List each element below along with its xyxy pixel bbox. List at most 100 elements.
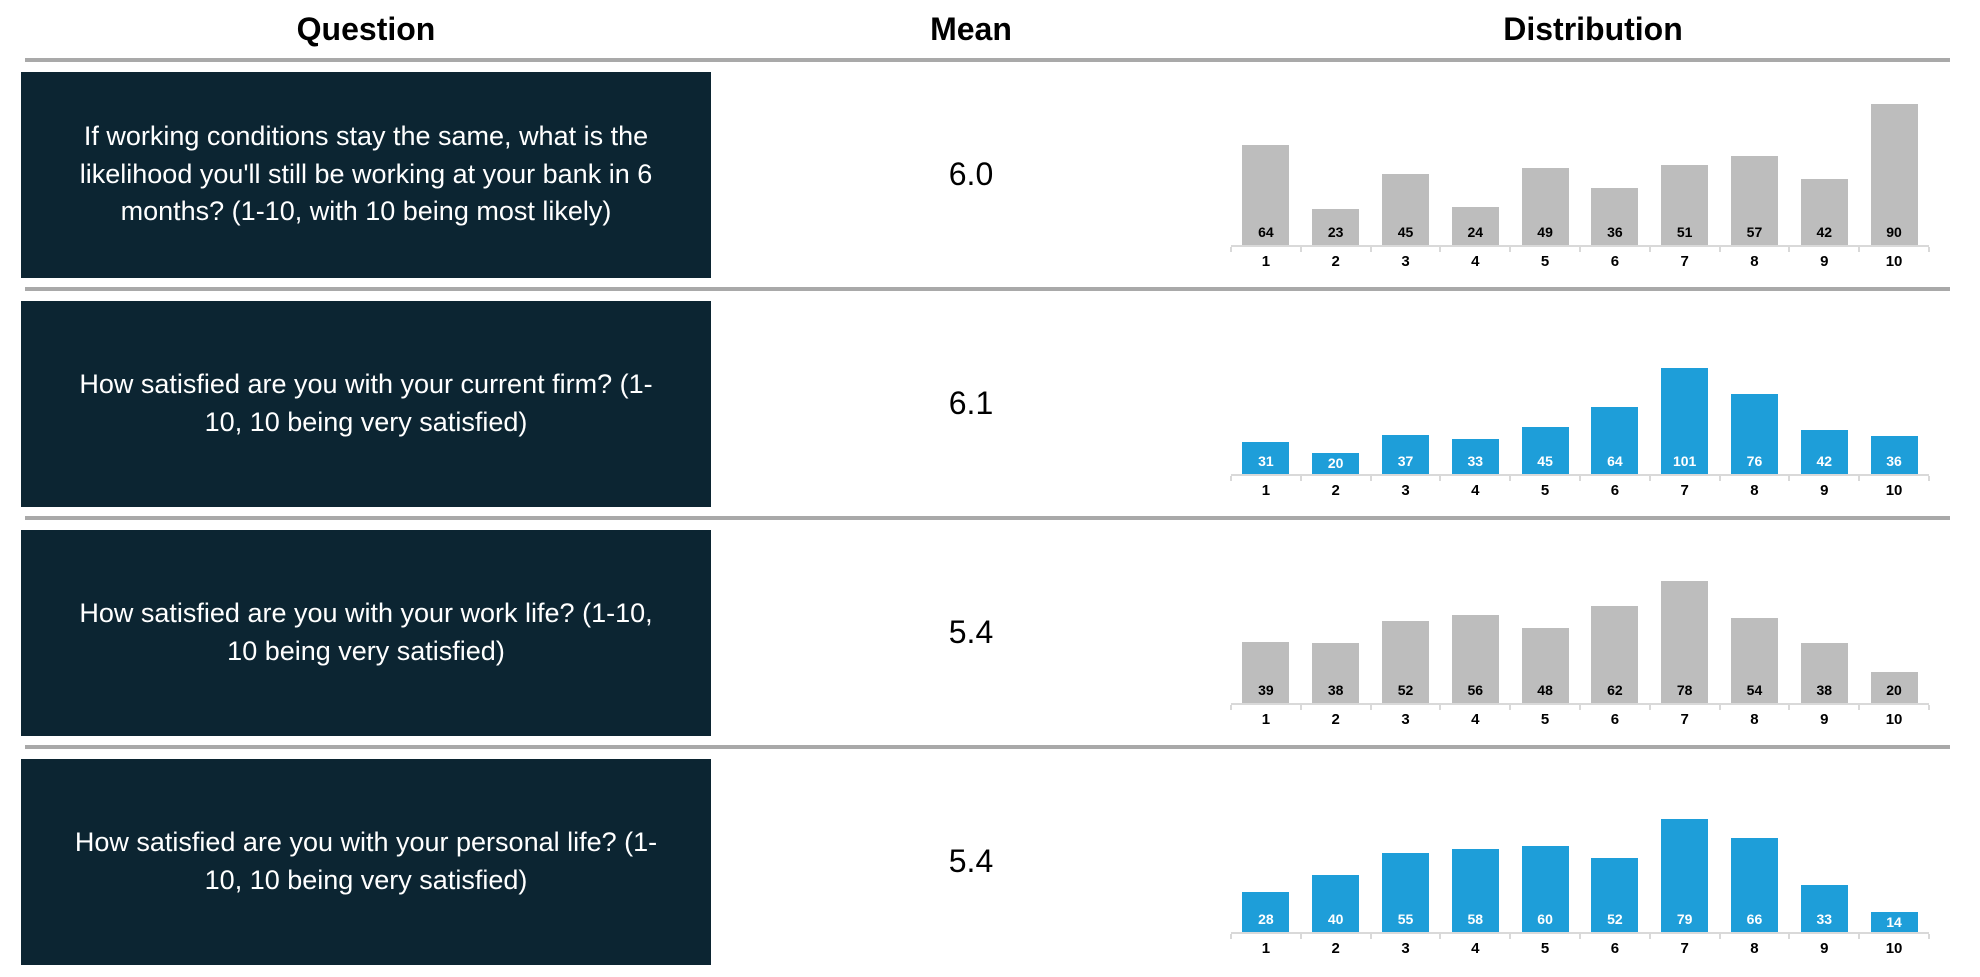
x-axis-label: 8 [1750,253,1759,270]
bar-value-label: 38 [1816,682,1833,698]
axis-tick [1718,476,1721,481]
bar: 40 [1312,875,1360,932]
chart-x-axis-labels: 1 2 3 4 5 6 7 8 9 10 [1231,940,1929,957]
axis-tick [1928,705,1930,710]
bar: 20 [1312,453,1360,474]
axis-tick [1509,934,1512,939]
bar-value-label: 54 [1746,682,1763,698]
question-box: How satisfied are you with your current … [21,300,711,507]
axis-tick [1439,476,1442,481]
chart-cell: 64 [1231,88,1301,245]
question-box: How satisfied are you with your work lif… [21,529,711,736]
x-axis-label: 10 [1885,940,1903,957]
axis-tick [1788,934,1791,939]
bar-value-label: 31 [1258,453,1274,469]
x-axis-label: 6 [1610,253,1620,270]
bar: 42 [1800,430,1848,474]
x-axis-label: 7 [1680,940,1689,957]
axis-tick [1858,934,1861,939]
bar-value-label: 64 [1258,224,1274,240]
chart-cell: 79 [1650,775,1720,932]
x-axis-label: 9 [1820,253,1829,270]
x-axis-label: 6 [1610,711,1620,728]
bar: 24 [1451,207,1499,245]
bar: 33 [1451,439,1499,474]
chart-cell: 45 [1371,88,1441,245]
chart-cell: 45 [1510,317,1580,474]
bar-value-label: 20 [1327,455,1344,471]
bar: 55 [1381,853,1429,932]
x-axis-label: 1 [1261,711,1271,728]
bar: 48 [1521,628,1569,703]
bar-value-label: 20 [1886,682,1902,698]
bar-value-label: 36 [1886,453,1902,469]
x-axis-label: 10 [1885,482,1903,499]
bar-value-label: 57 [1746,224,1763,240]
chart-cell: 36 [1859,317,1929,474]
x-axis-label: 2 [1331,711,1340,728]
bar-value-label: 39 [1258,682,1274,698]
chart-cell: 36 [1580,88,1650,245]
bar-value-label: 42 [1816,453,1833,469]
chart-axis-ticks [1230,476,1930,481]
axis-tick [1439,934,1442,939]
bar: 52 [1591,858,1639,932]
chart-x-axis-labels: 1 2 3 4 5 6 7 8 9 10 [1231,253,1929,270]
chart-axis-ticks [1230,705,1930,710]
axis-tick [1369,705,1372,710]
axis-tick [1369,476,1372,481]
axis-tick [1718,934,1721,939]
table-row: How satisfied are you with your personal… [0,749,1980,974]
x-axis-label: 2 [1331,253,1340,270]
column-header-question: Question [296,10,436,47]
axis-tick [1788,476,1791,481]
question-box: How satisfied are you with your personal… [21,758,711,965]
x-axis-label: 3 [1401,482,1410,499]
question-text: If working conditions stay the same, wha… [79,120,653,227]
bar-value-label: 79 [1676,911,1693,927]
bar: 36 [1591,188,1639,245]
bar: 39 [1242,642,1290,703]
chart-cell: 66 [1720,775,1790,932]
bar-value-label: 52 [1397,682,1414,698]
axis-tick [1299,934,1302,939]
bar: 28 [1242,892,1290,932]
bar-value-label: 101 [1672,453,1697,469]
bar: 101 [1661,368,1709,474]
bar: 54 [1730,618,1778,703]
distribution-chart: 31 20 37 33 45 64 101 76 42 36 1 2 3 4 5 6 7 8 9 10 [1230,317,1930,499]
column-header-mean: Mean [930,10,1012,47]
x-axis-label: 4 [1471,711,1480,728]
bar-value-label: 55 [1397,911,1414,927]
bar: 76 [1730,394,1778,474]
bar: 62 [1591,606,1639,703]
bar: 57 [1730,156,1778,245]
bar-value-label: 33 [1467,453,1484,469]
table-row: If working conditions stay the same, wha… [0,62,1980,287]
chart-cell: 78 [1650,546,1720,703]
bar: 78 [1661,581,1709,703]
axis-tick [1928,934,1930,939]
chart-cell: 64 [1580,317,1650,474]
chart-cell: 33 [1789,775,1859,932]
chart-cell: 28 [1231,775,1301,932]
axis-tick [1439,705,1442,710]
chart-cell: 54 [1720,546,1790,703]
chart-cell: 14 [1859,775,1929,932]
chart-cell: 38 [1301,546,1371,703]
axis-tick [1928,247,1930,252]
distribution-chart: 28 40 55 58 60 52 79 66 33 14 1 2 3 4 5 6 7 8 9 10 [1230,775,1930,957]
bar-value-label: 45 [1397,224,1414,240]
bar-value-label: 49 [1537,224,1553,240]
chart-cell: 38 [1789,546,1859,703]
chart-cell: 58 [1440,775,1510,932]
mean-value: 6.0 [948,156,994,192]
chart-x-axis-labels: 1 2 3 4 5 6 7 8 9 10 [1231,711,1929,728]
chart-cell: 37 [1371,317,1441,474]
axis-tick [1579,934,1581,939]
axis-tick [1509,476,1512,481]
bar: 64 [1242,145,1290,245]
bar-value-label: 24 [1467,224,1484,240]
bar-value-label: 56 [1467,682,1484,698]
